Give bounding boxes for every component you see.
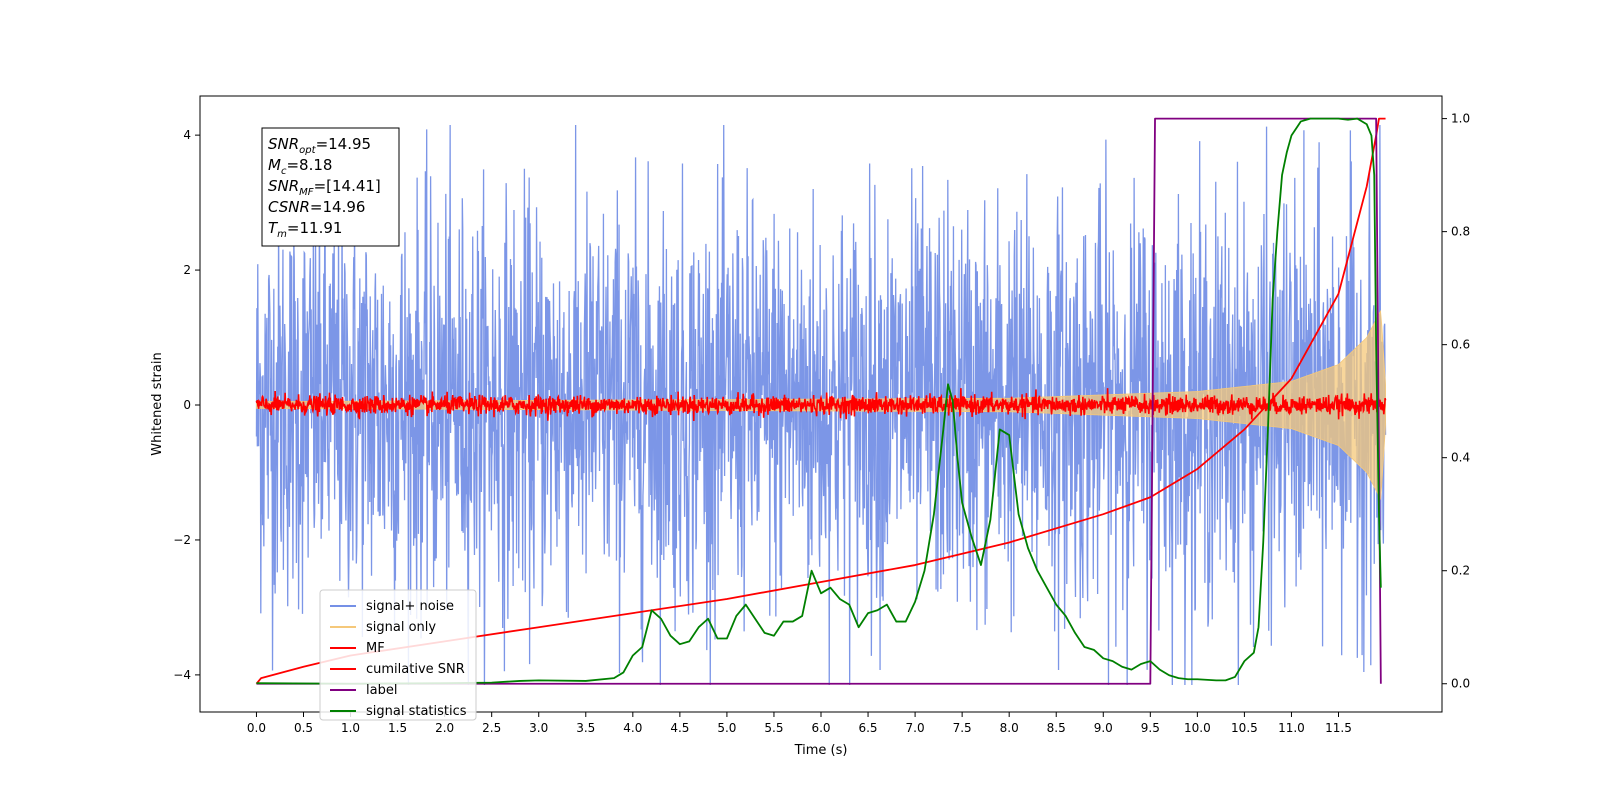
x-axis-label: Time (s)	[794, 743, 848, 758]
x-tick-label: 2.0	[435, 721, 454, 735]
x-tick-label: 10.0	[1184, 721, 1211, 735]
x-tick-label: 0.0	[247, 721, 266, 735]
x-tick-label: 9.5	[1141, 721, 1160, 735]
legend: signal+ noise signal only MF cumilative SNR…	[319, 589, 477, 721]
x-tick-label: 8.0	[1000, 721, 1019, 735]
annotation-line: SNRopt=14.95	[268, 135, 371, 156]
y-right-axis-ticks: 0.0 0.2 0.4 0.6 0.8 1.0	[1442, 112, 1470, 691]
x-tick-label: 6.0	[811, 721, 830, 735]
x-tick-label: 3.0	[529, 721, 548, 735]
series-signal-statistics	[256, 117, 1382, 685]
series-layer	[255, 117, 1387, 686]
y-right-tick-label: 0.4	[1451, 451, 1470, 465]
y-right-tick-label: 0.8	[1451, 225, 1470, 239]
y-left-tick-label: 4	[183, 128, 191, 142]
x-axis-ticks: 0.0 0.5 1.0 1.5 2.0 2.5 3.0 3.5 4.0 4.5 5.0 5.5 6.0 6…	[247, 712, 1352, 735]
legend-label: signal statistics	[366, 704, 467, 719]
annotation-line: CSNR=14.96	[268, 198, 365, 216]
x-tick-label: 1.0	[341, 721, 360, 735]
legend-label: MF	[366, 641, 385, 656]
x-tick-label: 4.0	[623, 721, 642, 735]
x-tick-label: 7.5	[953, 721, 972, 735]
y-right-tick-label: 0.6	[1451, 338, 1470, 352]
x-tick-label: 11.0	[1278, 721, 1305, 735]
y-left-tick-label: 2	[183, 263, 191, 277]
series-mf	[255, 388, 1387, 422]
x-tick-label: 5.0	[717, 721, 736, 735]
y-right-tick-label: 0.2	[1451, 564, 1470, 578]
y-right-tick-label: 1.0	[1451, 112, 1470, 126]
y-right-tick-label: 0.0	[1451, 677, 1470, 691]
x-tick-label: 6.5	[858, 721, 877, 735]
legend-label: cumilative SNR	[366, 662, 465, 677]
x-tick-label: 10.5	[1231, 721, 1258, 735]
y-left-tick-label: −4	[173, 668, 191, 682]
legend-label: signal only	[366, 620, 436, 635]
y-axis-label: Whitened strain	[150, 352, 165, 455]
series-signal-noise	[255, 125, 1387, 686]
x-tick-label: 4.5	[670, 721, 689, 735]
x-tick-label: 7.0	[906, 721, 925, 735]
x-tick-label: 5.5	[764, 721, 783, 735]
annotation-line: Tm=11.91	[268, 219, 342, 240]
y-left-tick-label: −2	[173, 533, 191, 547]
annotation-box-frame	[261, 127, 400, 247]
x-tick-label: 11.5	[1325, 721, 1352, 735]
legend-label: label	[366, 683, 397, 698]
y-left-axis-ticks: −4 −2 0 2 4	[173, 128, 200, 682]
legend-label: signal+ noise	[366, 599, 454, 614]
annotation-box: SNRopt=14.95Mc=8.18SNRMF=[14.41]CSNR=14.…	[261, 127, 400, 247]
annotation-line: Mc=8.18	[268, 156, 332, 177]
x-tick-label: 2.5	[482, 721, 501, 735]
x-tick-label: 1.5	[388, 721, 407, 735]
x-tick-label: 8.5	[1047, 721, 1066, 735]
x-tick-label: 9.0	[1094, 721, 1113, 735]
legend-frame	[319, 589, 477, 721]
annotation-line: SNRMF=[14.41]	[268, 177, 381, 198]
series-label	[256, 117, 1382, 685]
y-left-tick-label: 0	[183, 398, 191, 412]
x-tick-label: 3.5	[576, 721, 595, 735]
x-tick-label: 0.5	[294, 721, 313, 735]
